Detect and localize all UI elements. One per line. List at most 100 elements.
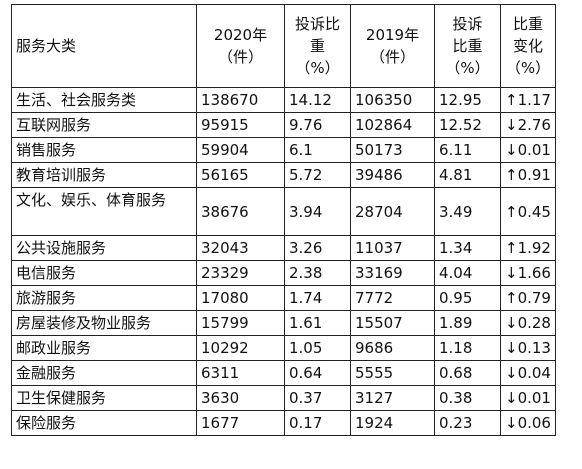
cell-change: ↑1.92	[500, 235, 556, 261]
table-row: 房屋装修及物业服务 15799 1.61 15507 1.89 ↓0.28	[11, 310, 556, 336]
cell-category: 房屋装修及物业服务	[11, 310, 197, 336]
cell-count-2020: 38676	[196, 187, 285, 236]
cell-count-2020: 1677	[196, 410, 285, 436]
cell-change: ↓0.13	[500, 335, 556, 361]
cell-count-2019: 28704	[350, 187, 435, 236]
cell-category: 互联网服务	[11, 112, 197, 138]
table-row: 旅游服务 17080 1.74 7772 0.95 ↑0.79	[11, 285, 556, 311]
cell-share-2019: 1.18	[434, 335, 501, 361]
table-header-row: 服务大类 2020年 （件） 投诉比重（%） 2019年 （件） 投诉 比重 （%） 比…	[11, 4, 556, 88]
cell-share-2019: 0.68	[434, 360, 501, 386]
cell-share-2019: 6.11	[434, 137, 501, 163]
cell-share-2020: 0.64	[284, 360, 351, 386]
cell-change: ↑0.79	[500, 285, 556, 311]
cell-share-2020: 1.74	[284, 285, 351, 311]
cell-change: ↓0.06	[500, 410, 556, 436]
cell-category: 保险服务	[11, 410, 197, 436]
complaint-table-container: 服务大类 2020年 （件） 投诉比重（%） 2019年 （件） 投诉 比重 （%） 比…	[11, 4, 556, 436]
cell-count-2020: 17080	[196, 285, 285, 311]
cell-count-2019: 7772	[350, 285, 435, 311]
cell-count-2020: 32043	[196, 235, 285, 261]
cell-category: 教育培训服务	[11, 162, 197, 188]
complaint-statistics-table: 服务大类 2020年 （件） 投诉比重（%） 2019年 （件） 投诉 比重 （%） 比…	[11, 4, 556, 436]
cell-count-2020: 15799	[196, 310, 285, 336]
cell-change: ↑1.17	[500, 87, 556, 113]
cell-category: 销售服务	[11, 137, 197, 163]
cell-share-2019: 0.38	[434, 385, 501, 411]
cell-count-2019: 1924	[350, 410, 435, 436]
table-row: 教育培训服务 56165 5.72 39486 4.81 ↑0.91	[11, 162, 556, 188]
cell-category: 生活、社会服务类	[11, 87, 197, 113]
table-row: 文化、娱乐、体育服务 38676 3.94 28704 3.49 ↑0.45	[11, 187, 556, 236]
cell-count-2019: 11037	[350, 235, 435, 261]
cell-change: ↓0.01	[500, 137, 556, 163]
cell-change: ↓1.66	[500, 260, 556, 286]
header-change: 比重 变化 （%）	[500, 4, 556, 88]
cell-share-2020: 0.17	[284, 410, 351, 436]
cell-share-2019: 12.95	[434, 87, 501, 113]
header-count-2019: 2019年 （件）	[350, 4, 435, 88]
cell-category: 邮政业服务	[11, 335, 197, 361]
header-count-2020-text: 2020年 （件）	[213, 26, 268, 66]
cell-share-2020: 1.05	[284, 335, 351, 361]
cell-count-2020: 3630	[196, 385, 285, 411]
cell-category: 旅游服务	[11, 285, 197, 311]
cell-share-2019: 3.49	[434, 187, 501, 236]
cell-share-2020: 1.61	[284, 310, 351, 336]
cell-count-2020: 59904	[196, 137, 285, 163]
cell-share-2020: 14.12	[284, 87, 351, 113]
cell-count-2019: 3127	[350, 385, 435, 411]
cell-count-2019: 9686	[350, 335, 435, 361]
table-row: 互联网服务 95915 9.76 102864 12.52 ↓2.76	[11, 112, 556, 138]
table-row: 保险服务 1677 0.17 1924 0.23 ↓0.06	[11, 410, 556, 436]
table-row: 卫生保健服务 3630 0.37 3127 0.38 ↓0.01	[11, 385, 556, 411]
table-row: 生活、社会服务类 138670 14.12 106350 12.95 ↑1.17	[11, 87, 556, 113]
cell-category: 卫生保健服务	[11, 385, 197, 411]
header-count-2020: 2020年 （件）	[196, 4, 285, 88]
cell-share-2020: 3.26	[284, 235, 351, 261]
cell-change: ↓0.01	[500, 385, 556, 411]
cell-share-2020: 9.76	[284, 112, 351, 138]
cell-count-2020: 56165	[196, 162, 285, 188]
header-share-2019-text: 投诉 比重 （%）	[445, 15, 490, 77]
cell-count-2019: 15507	[350, 310, 435, 336]
cell-change: ↑0.45	[500, 187, 556, 236]
header-count-2019-text: 2019年 （件）	[365, 26, 420, 66]
table-row: 公共设施服务 32043 3.26 11037 1.34 ↑1.92	[11, 235, 556, 261]
cell-change: ↓2.76	[500, 112, 556, 138]
cell-count-2020: 6311	[196, 360, 285, 386]
header-share-2020: 投诉比重（%）	[284, 4, 351, 88]
cell-share-2020: 0.37	[284, 385, 351, 411]
cell-category: 电信服务	[11, 260, 197, 286]
cell-count-2019: 50173	[350, 137, 435, 163]
cell-count-2019: 106350	[350, 87, 435, 113]
cell-count-2019: 33169	[350, 260, 435, 286]
cell-category: 金融服务	[11, 360, 197, 386]
cell-count-2020: 23329	[196, 260, 285, 286]
cell-share-2020: 6.1	[284, 137, 351, 163]
cell-share-2019: 0.95	[434, 285, 501, 311]
cell-change: ↑0.91	[500, 162, 556, 188]
cell-share-2019: 1.34	[434, 235, 501, 261]
cell-count-2020: 95915	[196, 112, 285, 138]
cell-change: ↓0.28	[500, 310, 556, 336]
cell-count-2020: 10292	[196, 335, 285, 361]
cell-category: 文化、娱乐、体育服务	[11, 187, 197, 236]
cell-share-2019: 12.52	[434, 112, 501, 138]
cell-share-2020: 5.72	[284, 162, 351, 188]
header-share-2019: 投诉 比重 （%）	[434, 4, 501, 88]
header-change-text: 比重 变化 （%）	[505, 15, 551, 77]
cell-category: 公共设施服务	[11, 235, 197, 261]
table-row: 邮政业服务 10292 1.05 9686 1.18 ↓0.13	[11, 335, 556, 361]
table-row: 销售服务 59904 6.1 50173 6.11 ↓0.01	[11, 137, 556, 163]
cell-change: ↓0.04	[500, 360, 556, 386]
table-row: 电信服务 23329 2.38 33169 4.04 ↓1.66	[11, 260, 556, 286]
cell-count-2020: 138670	[196, 87, 285, 113]
header-share-2020-text: 投诉比重（%）	[294, 15, 340, 77]
cell-share-2019: 4.04	[434, 260, 501, 286]
cell-share-2020: 3.94	[284, 187, 351, 236]
cell-share-2019: 4.81	[434, 162, 501, 188]
header-category: 服务大类	[11, 4, 197, 88]
cell-share-2019: 0.23	[434, 410, 501, 436]
cell-count-2019: 5555	[350, 360, 435, 386]
